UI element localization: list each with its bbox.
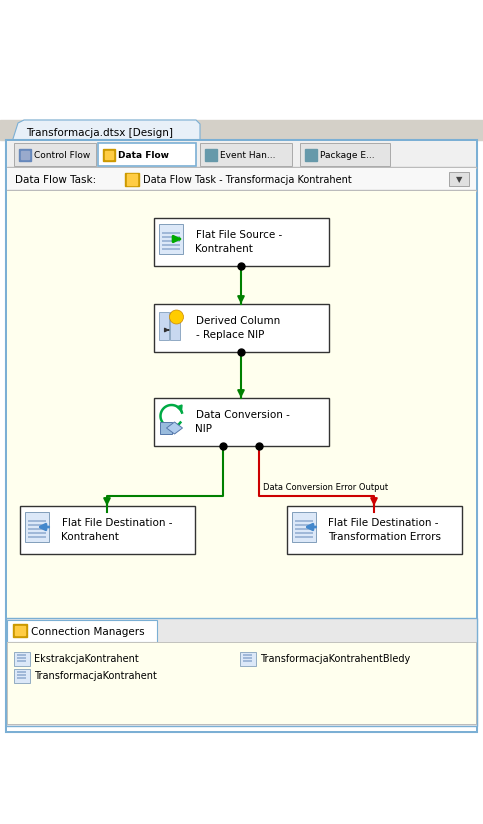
Bar bbox=[17, 657, 26, 659]
Text: Flat File Destination -: Flat File Destination - bbox=[61, 518, 172, 528]
Text: TransformacjaKontrahent: TransformacjaKontrahent bbox=[34, 671, 157, 681]
FancyBboxPatch shape bbox=[98, 143, 196, 166]
Text: Control Flow: Control Flow bbox=[34, 151, 90, 160]
Bar bbox=[154, 218, 328, 266]
Bar bbox=[17, 660, 26, 662]
Bar bbox=[449, 172, 469, 186]
Bar bbox=[7, 620, 157, 642]
Bar bbox=[0, 726, 483, 824]
Polygon shape bbox=[167, 422, 183, 434]
Text: Package E...: Package E... bbox=[320, 151, 375, 160]
Bar bbox=[159, 422, 171, 434]
Bar bbox=[7, 141, 476, 731]
Bar bbox=[17, 654, 26, 656]
Text: Transformacja.dtsx [Design]: Transformacja.dtsx [Design] bbox=[26, 128, 173, 138]
Bar bbox=[158, 224, 183, 254]
Bar bbox=[28, 532, 45, 534]
Bar bbox=[295, 536, 313, 538]
Bar bbox=[161, 240, 180, 242]
Bar bbox=[7, 167, 476, 168]
Bar bbox=[295, 524, 313, 526]
Bar bbox=[103, 149, 115, 161]
Bar bbox=[125, 173, 139, 186]
Bar bbox=[7, 141, 476, 167]
Polygon shape bbox=[12, 120, 200, 142]
Text: Kontrahent: Kontrahent bbox=[61, 532, 119, 542]
Text: Data Conversion -: Data Conversion - bbox=[196, 410, 289, 420]
Bar bbox=[7, 642, 476, 724]
Text: Connection Managers: Connection Managers bbox=[31, 627, 144, 637]
Text: Flat File Destination -: Flat File Destination - bbox=[328, 518, 439, 528]
Bar bbox=[6, 140, 477, 732]
Bar bbox=[161, 232, 180, 234]
Bar bbox=[14, 652, 30, 666]
Bar bbox=[28, 520, 45, 522]
Bar bbox=[6, 618, 477, 726]
Bar bbox=[295, 520, 313, 522]
Bar bbox=[154, 398, 328, 446]
Bar bbox=[28, 524, 45, 526]
Text: Data Flow: Data Flow bbox=[118, 151, 169, 160]
Text: Event Han...: Event Han... bbox=[220, 151, 275, 160]
Bar bbox=[127, 174, 137, 185]
Bar bbox=[7, 168, 476, 190]
Bar bbox=[28, 536, 45, 538]
Bar bbox=[14, 669, 30, 683]
Bar bbox=[295, 528, 313, 530]
Circle shape bbox=[170, 310, 184, 324]
Bar bbox=[243, 660, 252, 662]
Bar bbox=[19, 149, 31, 161]
Bar bbox=[305, 149, 317, 161]
Bar bbox=[17, 671, 26, 673]
Bar bbox=[7, 190, 476, 191]
Bar bbox=[243, 657, 252, 659]
Text: Data Conversion Error Output: Data Conversion Error Output bbox=[263, 483, 388, 492]
Bar bbox=[0, 120, 483, 140]
Text: Transformation Errors: Transformation Errors bbox=[328, 532, 441, 542]
Bar bbox=[105, 151, 113, 159]
Bar bbox=[286, 506, 461, 554]
Bar bbox=[21, 151, 29, 159]
Bar bbox=[161, 244, 180, 246]
Bar bbox=[7, 191, 476, 618]
FancyBboxPatch shape bbox=[300, 143, 390, 166]
Text: TransformacjaKontrahentBledy: TransformacjaKontrahentBledy bbox=[260, 654, 410, 664]
Text: Data Flow Task:: Data Flow Task: bbox=[15, 175, 96, 185]
FancyBboxPatch shape bbox=[200, 143, 292, 166]
Bar bbox=[7, 642, 476, 724]
Bar bbox=[28, 528, 45, 530]
Bar bbox=[25, 512, 48, 542]
Bar bbox=[205, 149, 217, 161]
Bar bbox=[15, 626, 25, 635]
Text: Kontrahent: Kontrahent bbox=[196, 244, 254, 254]
Text: ▼: ▼ bbox=[456, 176, 462, 185]
Bar bbox=[158, 312, 169, 340]
FancyBboxPatch shape bbox=[14, 143, 96, 166]
Bar bbox=[0, 0, 483, 120]
Bar bbox=[17, 677, 26, 679]
Text: EkstrakcjaKontrahent: EkstrakcjaKontrahent bbox=[34, 654, 139, 664]
Text: Data Flow Task - Transformacja Kontrahent: Data Flow Task - Transformacja Kontrahen… bbox=[143, 175, 352, 185]
Bar bbox=[292, 512, 315, 542]
Bar bbox=[240, 652, 256, 666]
Bar bbox=[13, 624, 27, 637]
Bar bbox=[295, 532, 313, 534]
Bar bbox=[161, 248, 180, 250]
Text: NIP: NIP bbox=[196, 424, 213, 434]
Text: Derived Column: Derived Column bbox=[196, 316, 280, 326]
Bar bbox=[19, 506, 195, 554]
Bar bbox=[243, 654, 252, 656]
Text: - Replace NIP: - Replace NIP bbox=[196, 330, 264, 340]
Bar bbox=[154, 304, 328, 352]
Text: Flat File Source -: Flat File Source - bbox=[196, 230, 282, 240]
Bar bbox=[17, 674, 26, 676]
Bar bbox=[161, 236, 180, 238]
Bar bbox=[170, 312, 180, 340]
